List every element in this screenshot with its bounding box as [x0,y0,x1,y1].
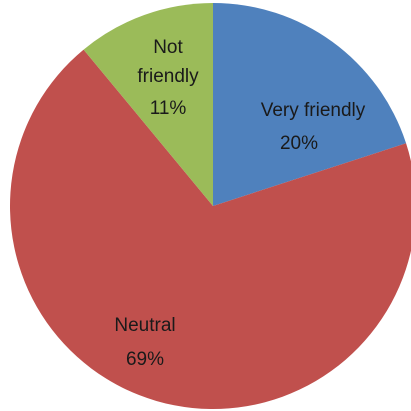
pie-slices [10,3,411,409]
pie-labels: Very friendly 20% Neutral 69% Not friend… [114,37,365,370]
label-neutral-category: Neutral [114,315,175,336]
label-not-friendly-category-line2: friendly [137,66,199,87]
slice-very-friendly [213,3,407,206]
slice-neutral [10,49,411,409]
label-very-friendly-value: 20% [280,133,318,154]
slice-not-friendly [83,3,213,206]
label-not-friendly-category-line1: Not [153,37,183,58]
label-very-friendly-category: Very friendly [261,100,366,121]
label-not-friendly-value: 11% [150,98,187,119]
label-neutral-value: 69% [126,349,164,370]
